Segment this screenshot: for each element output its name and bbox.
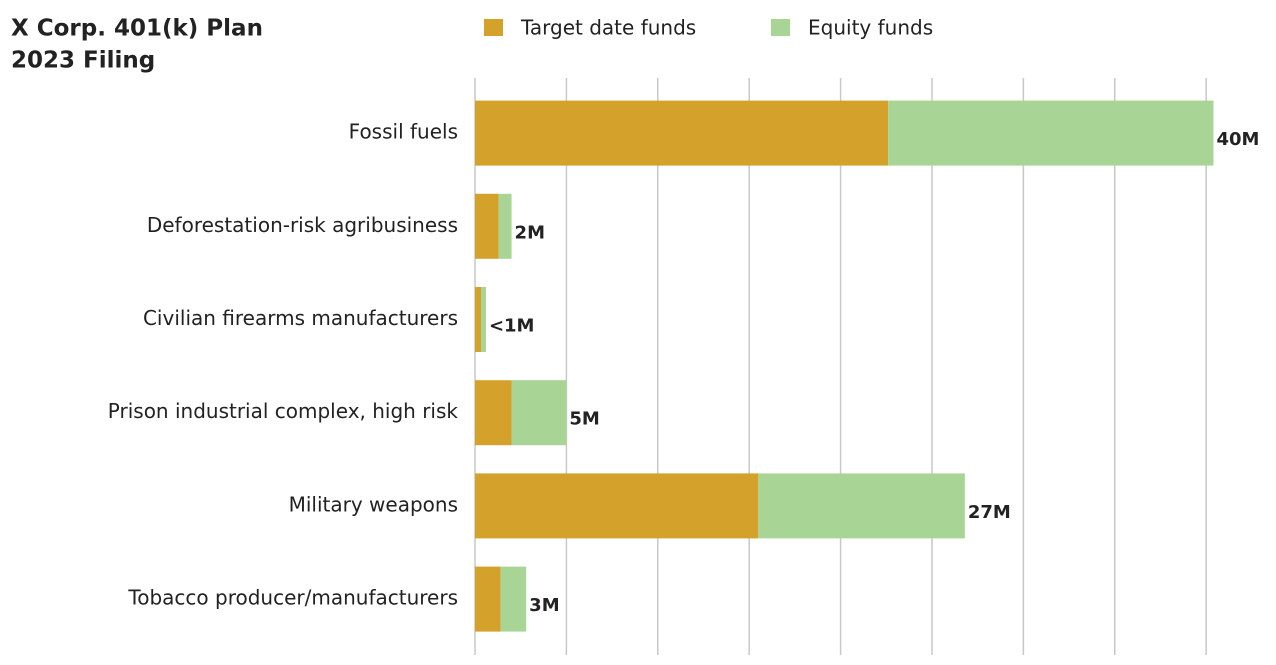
bar-segment — [758, 473, 965, 539]
bar-segment — [481, 287, 486, 352]
bar-segment — [475, 473, 759, 539]
legend-swatch — [771, 19, 790, 36]
value-label: 3M — [529, 595, 559, 616]
bar-segment — [475, 380, 512, 446]
category-label: Military weapons — [289, 492, 458, 516]
category-label: Deforestation-risk agribusiness — [147, 213, 458, 237]
bar-segment — [511, 380, 567, 446]
bar-segment — [475, 566, 501, 632]
legend-label: Target date funds — [520, 16, 696, 40]
category-label: Civilian firearms manufacturers — [143, 306, 458, 330]
bar-segment — [475, 100, 889, 166]
value-label: 2M — [515, 222, 545, 243]
bar-segment — [475, 287, 482, 352]
category-label: Tobacco producer/manufacturers — [127, 586, 458, 610]
bar-segment — [888, 100, 1214, 166]
bar-segment — [498, 193, 512, 259]
bar-segment — [475, 193, 499, 259]
legend-swatch — [484, 19, 503, 36]
category-label: Fossil fuels — [349, 120, 458, 144]
bar-segment — [500, 566, 527, 632]
chart-title: X Corp. 401(k) Plan — [11, 16, 263, 42]
value-label: 27M — [968, 502, 1011, 523]
legend-label: Equity funds — [808, 16, 933, 40]
category-label: Prison industrial complex, high risk — [108, 399, 459, 423]
value-label: <1M — [489, 316, 535, 337]
value-label: 5M — [569, 409, 599, 430]
value-label: 40M — [1216, 129, 1259, 150]
chart-title: 2023 Filing — [11, 48, 155, 74]
